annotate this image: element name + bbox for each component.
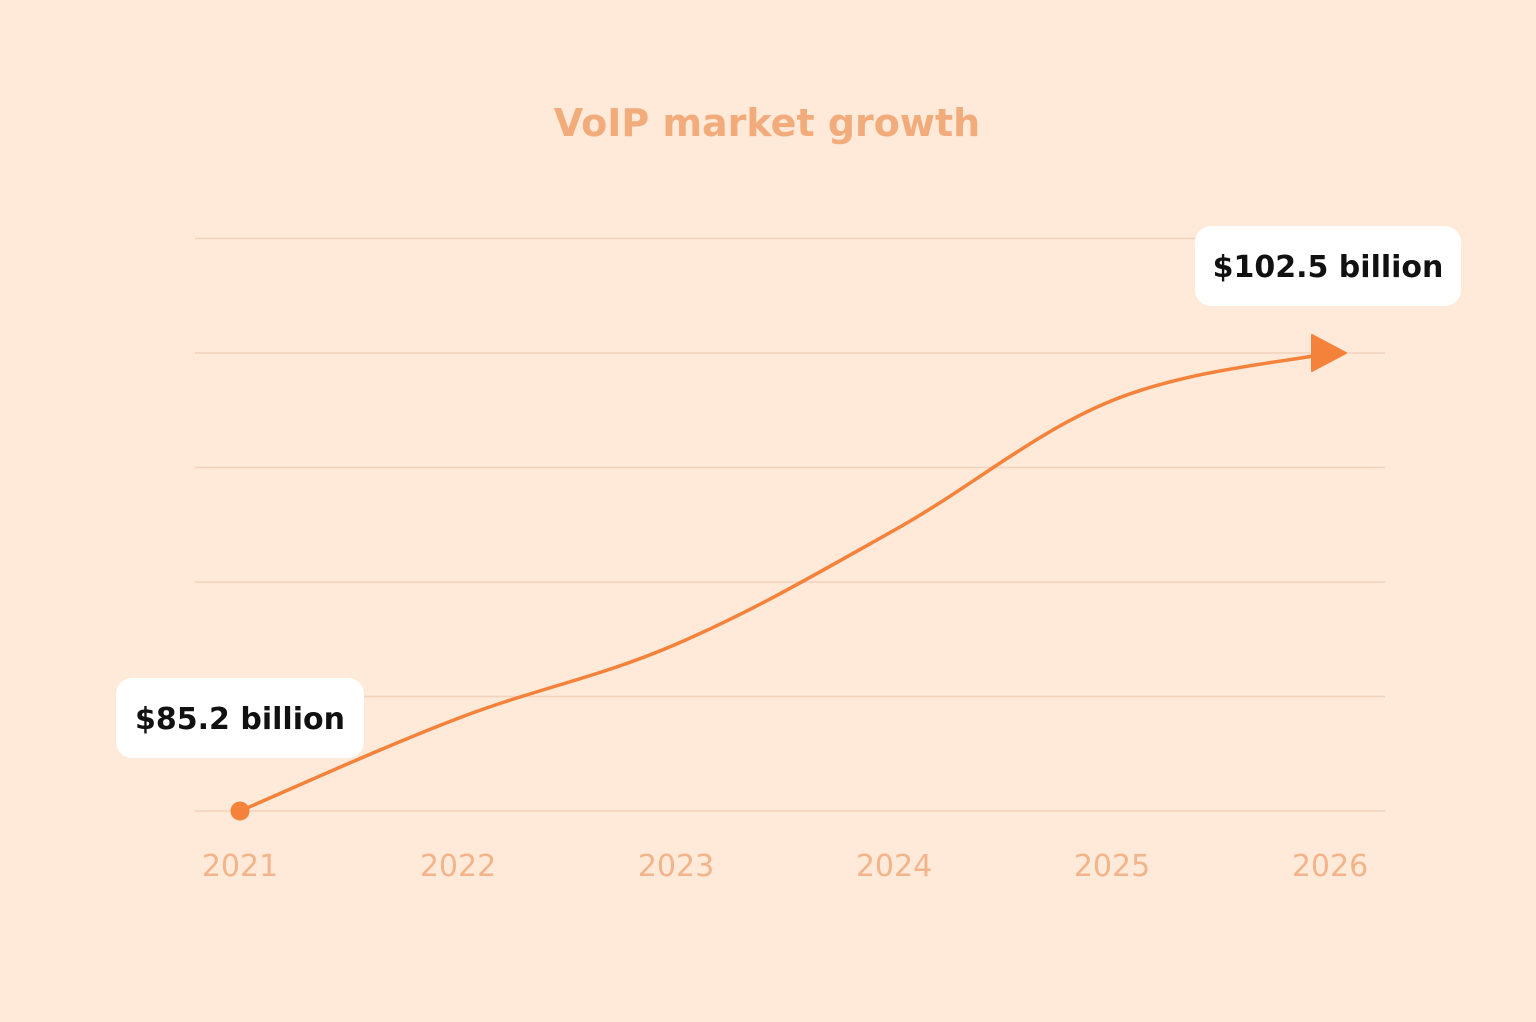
start-point-marker (230, 801, 250, 821)
callout-label: $85.2 billion (135, 702, 345, 737)
grid-layer (195, 237, 1385, 812)
callout-box (1195, 226, 1461, 306)
x-tick-label: 2023 (638, 849, 714, 884)
x-tick-label: 2021 (202, 849, 278, 884)
end-arrowhead (1311, 334, 1347, 372)
series-line (238, 351, 1332, 813)
callout-layer: $85.2 billion $102.5 billion (116, 226, 1461, 758)
x-tick-label: 2026 (1292, 849, 1368, 884)
x-tick-label: 2022 (420, 849, 496, 884)
value-callout: $102.5 billion (1195, 226, 1461, 306)
value-callout: $85.2 billion (116, 678, 364, 758)
x-axis-ticks: 2021 2022 2023 2024 2025 2026 (202, 849, 1368, 884)
x-tick-label: 2025 (1074, 849, 1150, 884)
callout-label: $102.5 billion (1213, 250, 1444, 285)
callout-box (116, 678, 364, 758)
x-tick-label: 2024 (856, 849, 932, 884)
series-layer (230, 334, 1347, 821)
chart-title: VoIP market growth (554, 101, 980, 145)
